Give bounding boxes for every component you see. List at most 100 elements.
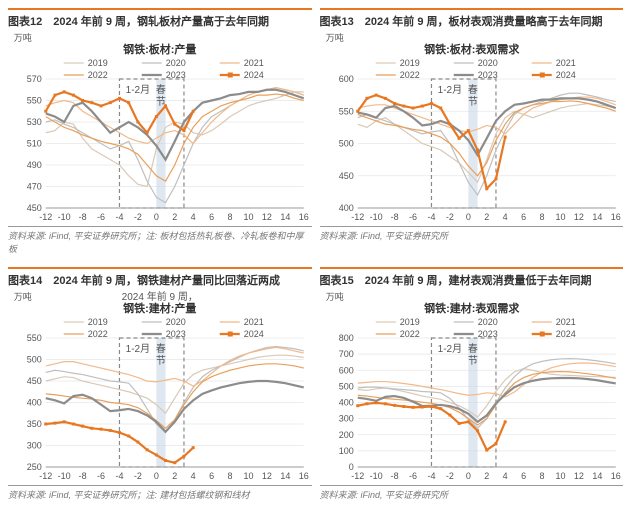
series-marker-2024 (146, 448, 149, 451)
x-tick-label: 6 (521, 212, 526, 222)
series-marker-2024 (476, 429, 479, 432)
legend-label: 2020 (477, 317, 497, 327)
y-tick-label: 600 (338, 74, 353, 84)
series-line-2023 (357, 98, 615, 155)
series-marker-2024 (503, 420, 506, 423)
series-marker-2024 (494, 442, 497, 445)
series-marker-2024 (402, 405, 405, 408)
chart-panel: 图表12 2024 年前 9 周，钢轧板材产量高于去年同期万吨钢铁:板材:产量2… (8, 8, 312, 255)
x-tick-label: 14 (280, 212, 290, 222)
series-marker-2024 (485, 449, 488, 452)
series-marker-2024 (136, 121, 139, 124)
y-tick-label: 400 (27, 398, 42, 408)
legend-marker (228, 332, 233, 337)
series-marker-2024 (356, 404, 359, 407)
chart-footnote: 资料来源: iFind, 平安证券研究所 (320, 486, 624, 501)
legend-label: 2024 (244, 70, 264, 80)
x-tick-label: 2 (172, 471, 177, 481)
legend-label: 2021 (244, 58, 264, 68)
series-marker-2024 (374, 401, 377, 404)
x-tick-label: 12 (262, 212, 272, 222)
x-tick-label: 2 (484, 471, 489, 481)
series-marker-2024 (72, 94, 75, 97)
series-marker-2024 (476, 148, 479, 151)
chart-title-bar: 图表15 2024 年前 9 周，建材表观消费量低于去年同期 (320, 267, 624, 290)
y-tick-label: 300 (27, 441, 42, 451)
series-marker-2024 (420, 105, 423, 108)
holiday-label: 春 (467, 343, 477, 355)
x-tick-label: -12 (39, 471, 52, 481)
series-marker-2024 (383, 402, 386, 405)
legend-marker (228, 73, 233, 78)
holiday-label: 节 (467, 96, 477, 108)
chart-title-prefix: 图表14 (8, 275, 42, 287)
x-tick-label: 12 (573, 212, 583, 222)
legend-label: 2019 (399, 317, 419, 327)
x-tick-label: 4 (191, 212, 196, 222)
holiday-label: 节 (156, 355, 166, 367)
chart-title-text: 2024 年前 9 周，钢铁建材产量同比回落近两成 (42, 275, 280, 287)
chart-title-bar: 图表12 2024 年前 9 周，钢轧板材产量高于去年同期 (8, 8, 312, 31)
x-tick-label: 4 (502, 212, 507, 222)
x-tick-label: 6 (209, 212, 214, 222)
series-marker-2024 (457, 422, 460, 425)
series-marker-2024 (127, 435, 130, 438)
y-tick-label: 530 (27, 117, 42, 127)
chart-subtitle: 钢铁:建材:产量 (123, 301, 196, 315)
y-tick-label: 550 (27, 333, 42, 343)
x-tick-label: -6 (409, 212, 417, 222)
x-tick-label: 0 (154, 212, 159, 222)
legend-label: 2021 (555, 58, 575, 68)
x-tick-label: 16 (299, 471, 309, 481)
x-tick-label: 0 (465, 212, 470, 222)
series-marker-2024 (173, 461, 176, 464)
x-tick-label: -4 (115, 471, 123, 481)
series-marker-2024 (44, 110, 47, 113)
series-marker-2024 (356, 110, 359, 113)
chart-title-bar: 图表14 2024 年前 9 周，钢铁建材产量同比回落近两成 (8, 267, 312, 290)
x-tick-label: -4 (115, 212, 123, 222)
series-marker-2024 (429, 102, 432, 105)
x-tick-label: -6 (409, 471, 417, 481)
series-marker-2024 (466, 129, 469, 132)
legend-label: 2022 (399, 329, 419, 339)
chart-subtitle: 钢铁:板材:产量 (123, 42, 196, 56)
series-marker-2024 (173, 123, 176, 126)
y-tick-label: 470 (27, 182, 42, 192)
series-marker-2024 (393, 102, 396, 105)
series-marker-2024 (485, 187, 488, 190)
y-axis-unit: 万吨 (325, 291, 343, 302)
box-label: 1-2月 (437, 84, 461, 96)
y-tick-label: 800 (338, 333, 353, 343)
box-label: 1-2月 (126, 84, 150, 96)
y-tick-label: 350 (27, 419, 42, 429)
y-tick-label: 570 (27, 74, 42, 84)
chart-title-text: 2024 年前 9 周，钢轧板材产量高于去年同期 (42, 16, 269, 28)
series-marker-2024 (155, 453, 158, 456)
chart-extra-header: 2024 年前 9 周， (122, 290, 198, 303)
chart-footnote: 资料来源: iFind, 平安证券研究所 (320, 227, 624, 242)
series-marker-2024 (155, 115, 158, 118)
box-label: 1-2月 (126, 343, 150, 355)
x-tick-label: -10 (369, 471, 382, 481)
chart-panel: 图表15 2024 年前 9 周，建材表观消费量低于去年同期万吨钢铁:建材:表观… (320, 267, 624, 501)
y-tick-label: 450 (338, 171, 353, 181)
legend-marker (539, 332, 544, 337)
series-marker-2024 (365, 402, 368, 405)
series-marker-2024 (439, 407, 442, 410)
y-tick-label: 100 (338, 446, 353, 456)
x-tick-label: 14 (280, 471, 290, 481)
holiday-label: 春 (156, 84, 166, 96)
holiday-label: 春 (467, 84, 477, 96)
x-tick-label: -2 (134, 471, 142, 481)
y-tick-label: 550 (27, 96, 42, 106)
series-marker-2024 (109, 101, 112, 104)
series-marker-2024 (494, 177, 497, 180)
legend-label: 2024 (555, 329, 575, 339)
x-tick-label: -2 (445, 212, 453, 222)
y-tick-label: 500 (338, 381, 353, 391)
series-marker-2024 (53, 94, 56, 97)
y-tick-label: 400 (338, 398, 353, 408)
chart-title-text: 2024 年前 9 周，建材表观消费量低于去年同期 (354, 275, 592, 287)
x-tick-label: 10 (555, 471, 565, 481)
